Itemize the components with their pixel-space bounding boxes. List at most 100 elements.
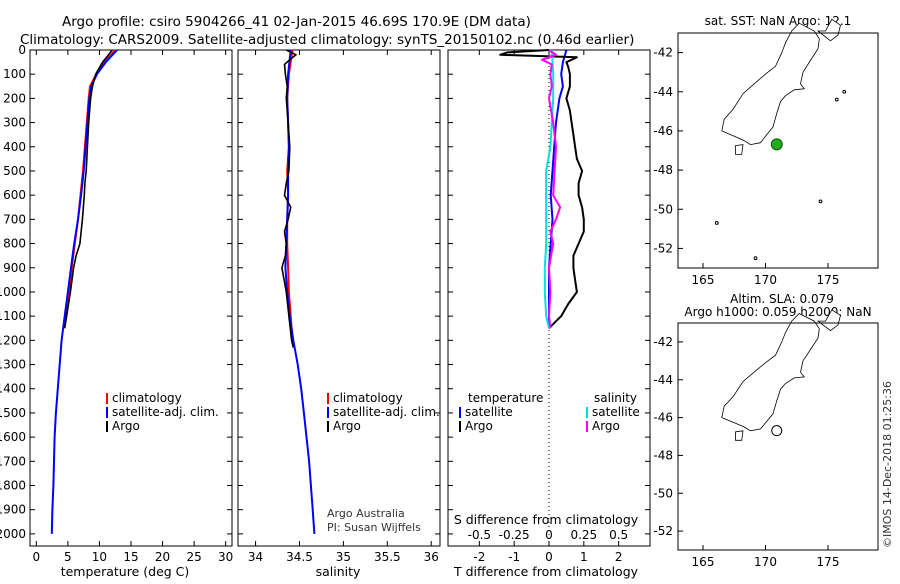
diff-xtick-label: 2 [615,550,623,564]
depth-tick-label: 700 [3,212,26,226]
sla-land-south-island [721,313,820,432]
salinity-xlabel: salinity [316,564,361,579]
depth-tick-label: 1400 [0,382,26,396]
imos-stamp: ©IMOS 14-Dec-2018 01:25:36 [881,381,894,548]
sla-land-stewart-island [735,430,744,441]
depth-tick-label: 300 [3,116,26,130]
sst-argo-location-marker [770,138,783,151]
depth-tick-label: 1900 [0,503,26,517]
diff-xtick-label: -2 [473,550,485,564]
temp-xtick-label: 15 [123,550,138,564]
sdiff-tick-label: 0.25 [570,528,597,542]
temp-argo-line [63,49,113,329]
depth-tick-label: 1000 [0,285,26,299]
diff-xtick-label: 0 [545,550,553,564]
sla-map-ytick-label: -48 [653,448,673,462]
salinity-panel: salinity climatology satellite-adj. clim… [237,49,441,579]
sla-map-ytick-label: -50 [653,486,673,500]
annotation-argo-australia: Argo Australia [327,507,405,520]
sst-map-title: sat. SST: NaN Argo: 12.1 [705,14,852,28]
difference-panel: T difference from climatology S differen… [447,49,651,579]
temp-legend-argo: Argo [112,419,140,433]
diff-legend-temperature-title: temperature [468,391,543,405]
diff-s-satellite-line [543,49,555,329]
sal-xtick-label: 34 [248,550,263,564]
sal-plot-frame [237,49,441,547]
sla-map-xtick-label: 165 [692,555,715,569]
title-line-1: Argo profile: csiro 5904266_41 02-Jan-20… [62,14,531,30]
sst-land-south-island [721,22,820,146]
diff-xtick-label: -1 [508,550,520,564]
depth-tick-label: 500 [3,164,26,178]
temp-xtick-label: 10 [92,550,107,564]
depth-tick-label: 100 [3,67,26,81]
sla-map-panel: Altim. SLA: 0.079 Argo h1000: 0.059 h200… [653,292,879,569]
diff-legend-t-satellite: satellite [465,405,513,419]
depth-tick-label: 2000 [0,527,26,541]
depth-tick-label: 200 [3,91,26,105]
sst-islet [714,221,719,225]
annotation-pi: PI: Susan Wijffels [327,521,421,534]
depth-tick-label: 1200 [0,333,26,347]
diff-t-argo-line [499,49,585,329]
diff-legend-salinity-title: salinity [594,391,637,405]
diff-xtick-label: 1 [580,550,588,564]
sst-islet [834,97,839,102]
sdiff-tick-label: 0 [545,528,553,542]
temp-plot-frame [29,49,233,547]
depth-tick-label: 600 [3,188,26,202]
sal-xtick-label: 35 [336,550,351,564]
sdiff-tick-label: -0.25 [499,528,530,542]
sla-title-line-1: Altim. SLA: 0.079 [730,292,834,306]
diff-legend-s-satellite: satellite [592,405,640,419]
sla-argo-location-marker [771,425,783,437]
sst-map-ytick-label: -48 [653,163,673,177]
depth-tick-label: 400 [3,140,26,154]
depth-tick-label: 900 [3,261,26,275]
sla-map-ytick-label: -44 [653,373,673,387]
temperature-panel: temperature (deg C) climatology satellit… [0,43,233,579]
sst-map-xtick-label: 170 [754,273,777,287]
sst-islet [842,89,847,94]
temp-legend-satellite: satellite-adj. clim. [112,405,219,419]
sst-islet [818,199,823,204]
temperature-xlabel: temperature (deg C) [61,564,190,579]
diff-s-argo-line [541,49,562,329]
temp-xtick-label: 5 [64,550,72,564]
diff-legend-s-argo: Argo [592,419,620,433]
depth-tick-label: 1500 [0,406,26,420]
sst-map-panel: sat. SST: NaN Argo: 12.1 165 170 175 -42 -44… [653,14,879,287]
sal-argo-line [281,49,297,348]
diff-legend-t-argo: Argo [465,419,493,433]
sst-islet [753,256,758,261]
sst-map-xtick-label: 175 [817,273,840,287]
temp-satellite-line [50,49,118,534]
sst-map-ytick-label: -50 [653,202,673,216]
sst-land-stewart-island [735,144,744,155]
sal-legend-climatology: climatology [333,391,403,405]
sal-xtick-label: 34.5 [286,550,313,564]
sal-xtick-label: 35.5 [374,550,401,564]
temp-xtick-label: 30 [218,550,233,564]
sla-map-xtick-label: 170 [754,555,777,569]
sdiff-xlabel: S difference from climatology [454,512,639,527]
tdiff-xlabel: T difference from climatology [453,564,639,579]
depth-tick-label: 1700 [0,454,26,468]
temp-xtick-label: 0 [32,550,40,564]
sla-map-frame [677,322,879,551]
diff-t-satellite-line [548,49,568,329]
sst-map-xtick-label: 165 [692,273,715,287]
temp-legend-climatology: climatology [112,391,182,405]
depth-tick-label: 1100 [0,309,26,323]
temp-xtick-label: 20 [155,550,170,564]
sla-land-north-island [816,309,841,332]
temp-xtick-label: 25 [186,550,201,564]
title-line-2: Climatology: CARS2009. Satellite-adjuste… [20,32,634,48]
sla-map-ytick-label: -42 [653,335,673,349]
sst-land-north-island [816,18,841,42]
sla-map-ytick-label: -52 [653,524,673,538]
sdiff-tick-label: 0.5 [609,528,628,542]
depth-tick-label: 1300 [0,358,26,372]
